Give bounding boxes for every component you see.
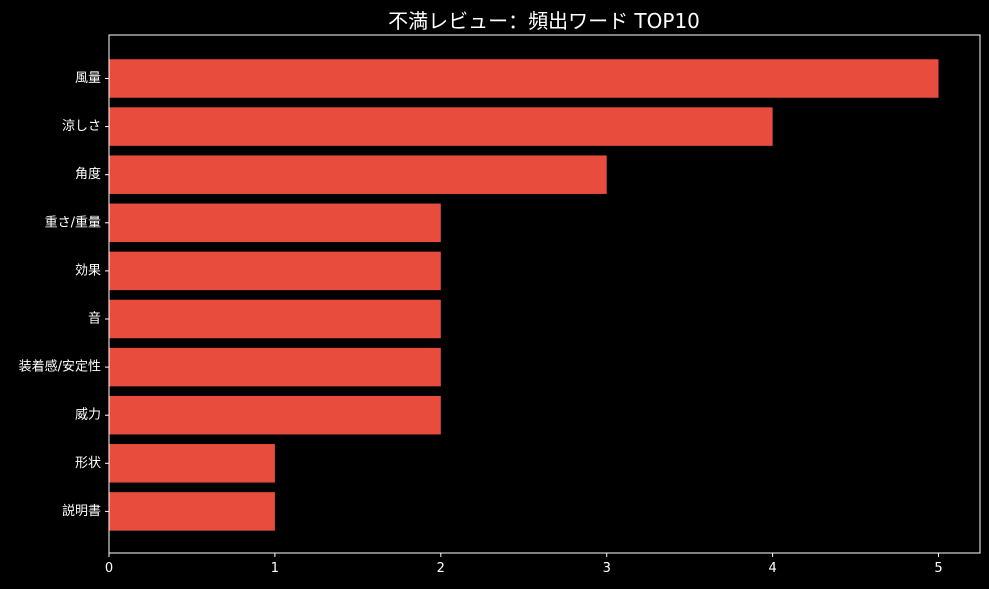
y-tick-label: 涼しさ <box>62 119 101 134</box>
bars-layer <box>109 59 939 531</box>
x-tick-label: 0 <box>105 561 113 576</box>
bar <box>109 299 441 339</box>
bar <box>109 59 939 98</box>
y-tick-label: 説明書 <box>62 503 101 519</box>
y-tick-label: 形状 <box>75 456 101 471</box>
y-tick-label: 効果 <box>75 263 101 278</box>
y-tick-label: 装着感/安定性 <box>19 359 101 375</box>
y-tick-label: 威力 <box>75 408 101 423</box>
bar <box>109 251 441 291</box>
bar <box>109 395 441 435</box>
bar <box>109 444 275 483</box>
y-tick-label: 重さ/重量 <box>45 214 101 230</box>
x-tick-label: 5 <box>934 561 942 576</box>
x-axis-ticks: 0 1 2 3 4 5 <box>105 553 943 576</box>
x-tick-label: 3 <box>603 561 611 576</box>
bar <box>109 492 275 531</box>
x-tick-label: 4 <box>768 561 776 576</box>
x-tick-label: 2 <box>437 561 445 576</box>
bar <box>109 203 441 243</box>
bar <box>109 155 607 194</box>
bar <box>109 347 441 387</box>
y-tick-label: 音 <box>88 311 101 327</box>
x-tick-label: 1 <box>271 561 279 576</box>
bar <box>109 107 773 146</box>
y-tick-label: 風量 <box>75 71 101 86</box>
y-tick-label: 角度 <box>75 166 101 182</box>
plot-frame <box>108 34 981 554</box>
chart-title: 不満レビュー：頻出ワード TOP10 <box>388 9 700 33</box>
